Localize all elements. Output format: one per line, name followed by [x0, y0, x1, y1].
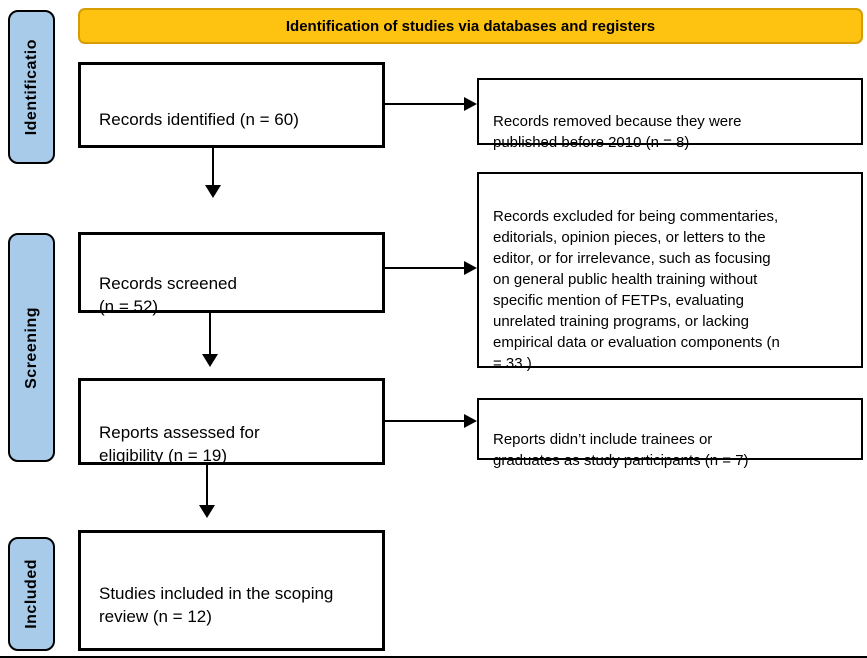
- stage-label-screening: Screening: [8, 233, 55, 462]
- stage-label-screening-text: Screening: [22, 306, 40, 389]
- arrow-screened-to-excluded-head: [464, 261, 477, 275]
- box-records-screened: Records screened (n = 52): [78, 232, 385, 316]
- box-records-identified-text: Records identified (n = 60): [99, 109, 299, 129]
- stage-label-included-text: Included: [22, 559, 40, 629]
- arrow-identified-to-removed-line: [385, 103, 465, 105]
- diagram-title: Identification of studies via databases …: [285, 17, 656, 35]
- box-records-excluded-text: Records excluded for being commentaries,…: [493, 208, 780, 372]
- box-reports-assessed: Reports assessed for eligibility (n = 19…: [78, 378, 385, 465]
- arrow-assessed-to-notrainees-line: [385, 420, 465, 422]
- stage-label-included: Included: [8, 537, 55, 651]
- box-reports-no-trainees-text: Reports didn’t include trainees or gradu…: [493, 431, 749, 469]
- arrow-identified-to-screened-head: [205, 185, 221, 198]
- diagram-title-banner: Identification of studies via databases …: [78, 8, 863, 44]
- arrow-assessed-to-notrainees-head: [464, 414, 477, 428]
- stage-label-identification-text: Identificatio: [22, 38, 40, 136]
- box-reports-assessed-text: Reports assessed for eligibility (n = 19…: [99, 422, 260, 465]
- box-reports-no-trainees: Reports didn’t include trainees or gradu…: [477, 398, 863, 469]
- arrow-assessed-to-included-head: [199, 505, 215, 518]
- box-records-removed: Records removed because they were publis…: [477, 78, 863, 151]
- box-records-identified: Records identified (n = 60): [78, 62, 385, 148]
- box-records-screened-text: Records screened (n = 52): [99, 273, 237, 316]
- box-studies-included-text: Studies included in the scoping review (…: [99, 583, 334, 626]
- stage-label-identification: Identificatio: [8, 10, 55, 164]
- arrow-assessed-to-included-line: [206, 465, 208, 506]
- box-studies-included: Studies included in the scoping review (…: [78, 530, 385, 651]
- box-records-removed-text: Records removed because they were publis…: [493, 113, 742, 151]
- arrow-identified-to-screened-line: [212, 148, 214, 186]
- arrow-screened-to-assessed-line: [209, 313, 211, 355]
- arrow-identified-to-removed-head: [464, 97, 477, 111]
- box-records-excluded: Records excluded for being commentaries,…: [477, 172, 863, 372]
- arrow-screened-to-excluded-line: [385, 267, 465, 269]
- arrow-screened-to-assessed-head: [202, 354, 218, 367]
